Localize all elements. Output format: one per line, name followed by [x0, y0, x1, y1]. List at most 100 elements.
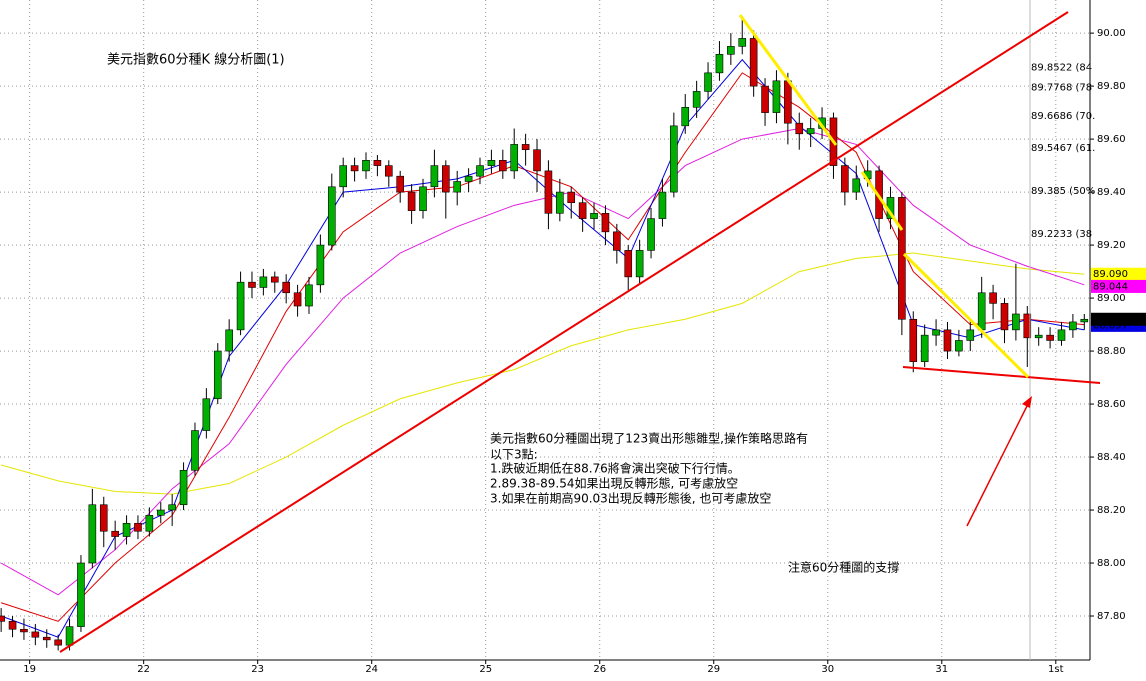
candle-body — [1046, 334, 1054, 341]
candle-body — [898, 197, 906, 320]
candle-body — [624, 250, 633, 278]
candle-body — [1057, 329, 1066, 341]
y-tick-label: 88.80 — [1097, 346, 1126, 357]
candle-body — [932, 329, 940, 336]
price-tag-label: 88.897 — [1093, 320, 1128, 331]
candle-body — [841, 165, 849, 193]
y-tick-label: 88.20 — [1097, 505, 1126, 516]
candle-body — [42, 636, 51, 641]
candle-body — [0, 615, 5, 622]
fib-level-label: 89.385 (50% — [1031, 186, 1095, 197]
candle-body — [464, 175, 473, 182]
candle-body — [430, 165, 439, 188]
price-tag — [1091, 267, 1146, 281]
candle-body — [270, 276, 279, 283]
candle-body — [556, 191, 564, 214]
price-tag-label: 89.044 — [1093, 281, 1128, 292]
y-tick-label: 87.80 — [1097, 611, 1126, 622]
candle-body — [1000, 303, 1009, 331]
candle-body — [396, 175, 404, 193]
trend-line — [59, 11, 1069, 653]
candle-body — [784, 80, 792, 124]
candle-body — [578, 202, 587, 219]
candle-body — [248, 281, 256, 288]
fib-level-label: 89.8522 (84 — [1031, 62, 1092, 73]
annotation: 美元指數60分種圖出現了123賣出形態雛型,操作策略思路有 — [490, 431, 808, 446]
candle-body — [282, 281, 290, 294]
candle-body — [191, 430, 199, 471]
y-tick-label: 88.00 — [1097, 558, 1126, 569]
candle-body — [20, 628, 28, 633]
candle-body — [99, 504, 108, 532]
candle-body — [966, 329, 975, 341]
annotation: 1.跌破近期低在88.76將會演出突破下行行情。 — [490, 461, 740, 476]
fib-level-label: 89.5467 (61. — [1031, 143, 1095, 154]
candle-body — [590, 212, 598, 219]
candle-body — [1023, 313, 1032, 339]
candle-body — [920, 334, 929, 362]
candle-body — [407, 191, 416, 211]
support-note: 注意60分種圖的支撐 — [788, 560, 899, 575]
candle-body — [54, 639, 62, 646]
x-tick-label: 30 — [821, 664, 834, 675]
candle-body — [681, 107, 690, 127]
drawn-lines — [59, 11, 1101, 653]
price-tag — [1091, 312, 1146, 326]
candle-body — [168, 504, 176, 511]
x-tick-label: 19 — [23, 664, 36, 675]
x-tick-label: 23 — [251, 664, 264, 675]
candle-body — [613, 231, 621, 251]
annotation: 2.89.38-89.54如果出現反轉形態, 可考慮放空 — [490, 476, 738, 491]
candle-body — [533, 149, 541, 172]
candle-body — [111, 530, 119, 537]
candle-body — [510, 144, 519, 172]
candle-body — [373, 159, 382, 166]
y-tick-label: 88.60 — [1097, 399, 1126, 410]
candle-body — [350, 165, 359, 172]
y-tick-label: 89.00 — [1097, 293, 1126, 304]
candle-body — [339, 165, 347, 188]
y-tick-label: 89.20 — [1097, 240, 1126, 251]
candle-body — [236, 281, 245, 331]
candle-body — [77, 562, 85, 627]
support-line — [902, 366, 1101, 384]
candle-body — [521, 144, 530, 150]
candle-body — [943, 329, 952, 352]
pattern-line — [902, 252, 1030, 379]
candle-body — [658, 191, 667, 219]
candle-body — [1069, 321, 1077, 331]
y-tick-label: 89.40 — [1097, 187, 1126, 198]
candle-body — [213, 350, 222, 400]
y-tick-label: 89.80 — [1097, 81, 1126, 92]
candle-body — [647, 218, 655, 251]
candle-body — [316, 244, 325, 286]
candle-body — [635, 250, 644, 278]
candle-body — [476, 165, 484, 177]
candle-body — [88, 504, 97, 564]
y-tick-label: 88.40 — [1097, 452, 1126, 463]
candle-body — [692, 91, 701, 108]
candle-body — [749, 38, 758, 87]
candle-body — [179, 469, 188, 506]
candle-body — [738, 38, 747, 47]
arrow-head — [1022, 396, 1032, 408]
candle-body — [704, 72, 712, 92]
x-tick-label: 22 — [137, 664, 150, 675]
candle-body — [727, 46, 735, 55]
price-tag-label: 88.92 — [1093, 314, 1122, 325]
price-axis-panel — [1090, 0, 1146, 681]
candle-body — [442, 165, 450, 193]
annotation-block: 美元指數60分種圖出現了123賣出形態雛型,操作策略思路有 以下3點: 1.跌破… — [490, 431, 808, 506]
x-tick-label: 31 — [935, 664, 948, 675]
pattern-line — [738, 14, 838, 146]
candle-body — [419, 186, 427, 211]
fib-level-label: 89.2233 (38 — [1031, 229, 1092, 240]
y-tick-label: 89.60 — [1097, 134, 1126, 145]
candle-body — [1012, 313, 1020, 331]
candle-body — [384, 165, 393, 177]
x-tick-label: 26 — [593, 664, 606, 675]
chart-title: 美元指數60分種K 線分析圖(1) — [107, 52, 285, 68]
candle-body — [65, 626, 74, 646]
candle-body — [202, 398, 211, 431]
